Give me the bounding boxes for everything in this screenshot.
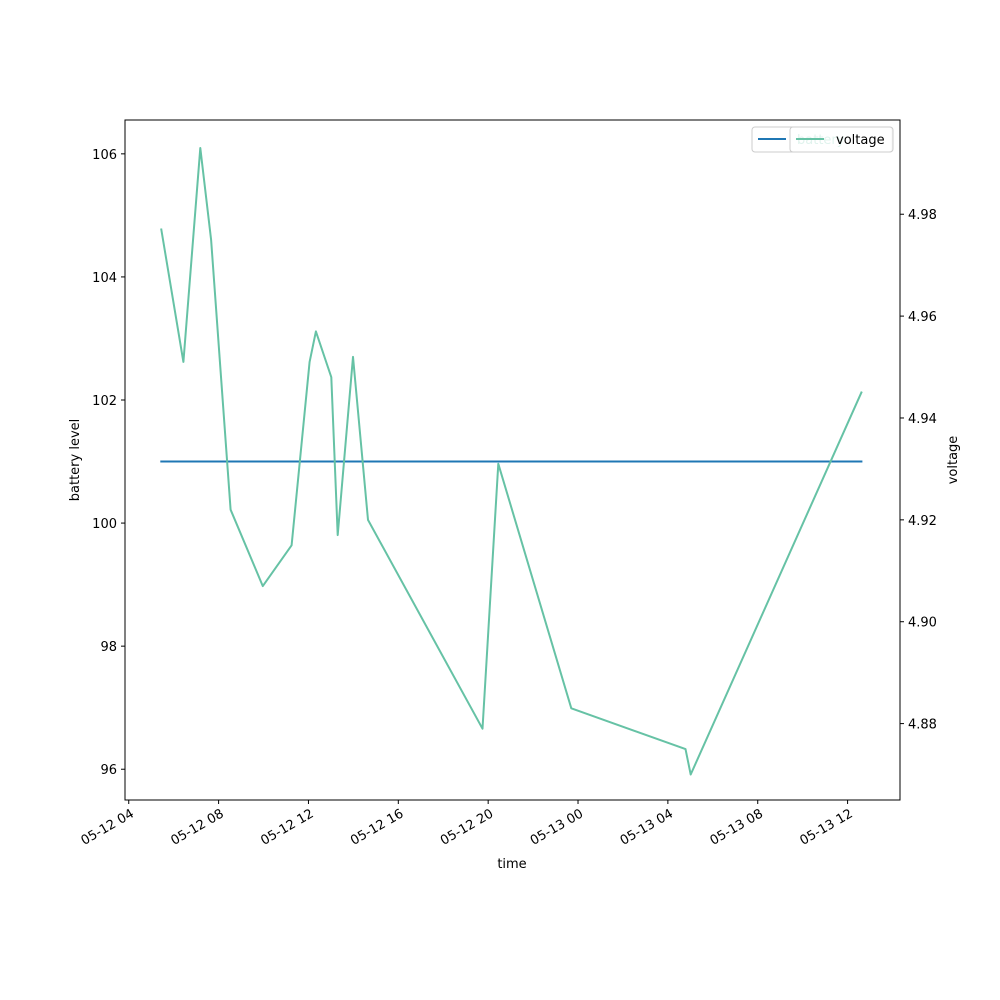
y-axis-label: battery level xyxy=(68,419,83,502)
x-axis-label: time xyxy=(497,857,526,872)
y2-tick-label: 4.98 xyxy=(908,208,937,223)
y2-tick-label: 4.90 xyxy=(908,616,937,631)
y2-tick-label: 4.96 xyxy=(908,310,937,325)
y-tick-label: 102 xyxy=(92,394,117,409)
y-tick-label: 96 xyxy=(100,763,117,778)
y2-tick-label: 4.92 xyxy=(908,514,937,529)
legend-voltage-label: voltage xyxy=(836,133,885,148)
y-tick-label: 104 xyxy=(92,271,117,286)
y-axis-right: 4.88 4.90 4.92 4.94 4.96 4.98 xyxy=(900,208,937,733)
y-tick-label: 98 xyxy=(100,640,117,655)
y-tick-label: 100 xyxy=(92,517,117,532)
plot-frame xyxy=(124,119,901,801)
y2-axis-label: voltage xyxy=(946,436,961,485)
legend-voltage-box xyxy=(789,126,894,153)
y2-tick-label: 4.94 xyxy=(908,412,937,427)
series-line-voltage xyxy=(160,147,863,776)
legend-voltage: voltage xyxy=(789,126,894,153)
plot-lines xyxy=(160,147,863,776)
y-axis-left: 96 98 100 102 104 106 xyxy=(92,148,125,778)
y-tick-label: 106 xyxy=(92,148,117,163)
y2-tick-label: 4.88 xyxy=(908,718,937,733)
